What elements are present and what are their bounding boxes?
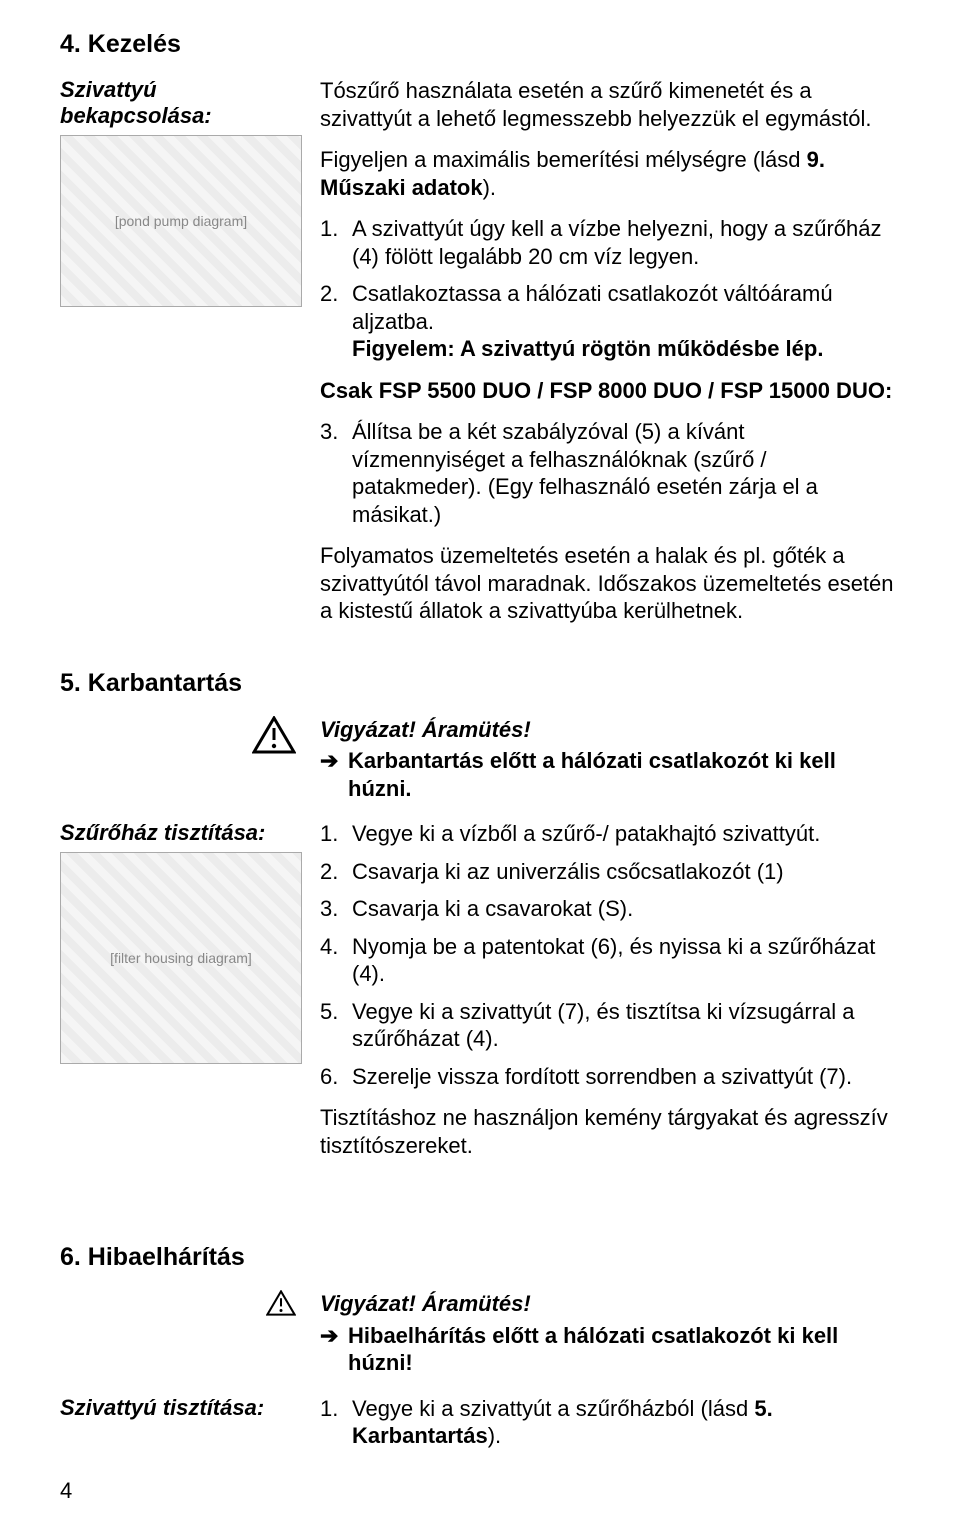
- section6-warn-iconcol: [60, 1290, 320, 1321]
- section4-after: Folyamatos üzemeltetés esetén a halak és…: [320, 542, 900, 625]
- section6-list: Vegye ki a szivattyút a szűrőházból (lás…: [320, 1395, 900, 1450]
- section4-label: Szivattyú bekapcsolása:: [60, 77, 310, 129]
- section6-li1-tail: ).: [488, 1423, 501, 1448]
- section4-leftcol: Szivattyú bekapcsolása: [pond pump diagr…: [60, 77, 320, 307]
- section5-li5: Vegye ki a szivattyút (7), és tisztítsa …: [320, 998, 900, 1053]
- section5-li3: Csavarja ki a csavarokat (S).: [320, 895, 900, 923]
- section5-list: Vegye ki a vízből a szűrő-/ patakhajtó s…: [320, 820, 900, 1090]
- section6-li1-plain: Vegye ki a szivattyút a szűrőházból (lás…: [352, 1396, 754, 1421]
- section4-li2: Csatlakoztassa a hálózati csatlakozót vá…: [320, 280, 900, 363]
- section4-li1: A szivattyút úgy kell a vízbe helyezni, …: [320, 215, 900, 270]
- section6-li1: Vegye ki a szivattyút a szűrőházból (lás…: [320, 1395, 900, 1450]
- section4-list: A szivattyút úgy kell a vízbe helyezni, …: [320, 215, 900, 363]
- section5-warn-body: Karbantartás előtt a hálózati csatlakozó…: [348, 747, 900, 802]
- warning-icon: [252, 716, 300, 759]
- section5-leftcol: Szűrőház tisztítása: [filter housing dia…: [60, 820, 320, 1064]
- section6-warn-arrowline: ➔ Hibaelhárítás előtt a hálózati csatlak…: [320, 1322, 900, 1377]
- page-number: 4: [60, 1478, 72, 1504]
- section5-row: Szűrőház tisztítása: [filter housing dia…: [60, 820, 900, 1173]
- pond-pump-diagram: [pond pump diagram]: [60, 135, 302, 307]
- section6-warn-textcol: Vigyázat! Áramütés! ➔ Hibaelhárítás előt…: [320, 1290, 900, 1387]
- pond-pump-diagram-alt: [pond pump diagram]: [115, 213, 247, 229]
- section6-warn-body: Hibaelhárítás előtt a hálózati csatlakoz…: [348, 1322, 900, 1377]
- section6-label: Szivattyú tisztítása:: [60, 1395, 310, 1421]
- section5-warn-arrowline: ➔ Karbantartás előtt a hálózati csatlako…: [320, 747, 900, 802]
- section6-row: Szivattyú tisztítása: Vegye ki a szivatt…: [60, 1395, 900, 1464]
- section5-li2: Csavarja ki az univerzális csőcsatlakozó…: [320, 858, 900, 886]
- section5-li4: Nyomja be a patentokat (6), és nyissa ki…: [320, 933, 900, 988]
- section4-row: Szivattyú bekapcsolása: [pond pump diagr…: [60, 77, 900, 639]
- gap: [60, 1203, 900, 1243]
- page: 4. Kezelés Szivattyú bekapcsolása: [pond…: [0, 0, 960, 1534]
- filter-housing-diagram-alt: [filter housing diagram]: [110, 950, 252, 966]
- section4-subhead: Csak FSP 5500 DUO / FSP 8000 DUO / FSP 1…: [320, 377, 900, 405]
- section6-warn-title: Vigyázat! Áramütés!: [320, 1290, 900, 1318]
- section5-label: Szűrőház tisztítása:: [60, 820, 310, 846]
- section4-intro2-tail: ).: [483, 175, 496, 200]
- section5-warn-title: Vigyázat! Áramütés!: [320, 716, 900, 744]
- section4-li2a: Csatlakoztassa a hálózati csatlakozót vá…: [352, 281, 833, 334]
- section5-after: Tisztításhoz ne használjon kemény tárgya…: [320, 1104, 900, 1159]
- section5-title: 5. Karbantartás: [60, 669, 900, 698]
- section6-leftcol: Szivattyú tisztítása:: [60, 1395, 320, 1421]
- section5-li1: Vegye ki a vízből a szűrő-/ patakhajtó s…: [320, 820, 900, 848]
- section6-rightcol: Vegye ki a szivattyút a szűrőházból (lás…: [320, 1395, 900, 1464]
- section4-list2: Állítsa be a két szabályzóval (5) a kívá…: [320, 418, 900, 528]
- section5-warnrow: Vigyázat! Áramütés! ➔ Karbantartás előtt…: [60, 716, 900, 813]
- section5-li6: Szerelje vissza fordított sorrendben a s…: [320, 1063, 900, 1091]
- section4-intro: Tószűrő használata esetén a szűrő kimene…: [320, 77, 900, 132]
- section5-warn-textcol: Vigyázat! Áramütés! ➔ Karbantartás előtt…: [320, 716, 900, 813]
- section6-warnrow: Vigyázat! Áramütés! ➔ Hibaelhárítás előt…: [60, 1290, 900, 1387]
- section5-warn-iconcol: [60, 716, 320, 759]
- section5-rightcol: Vegye ki a vízből a szűrő-/ patakhajtó s…: [320, 820, 900, 1173]
- section4-li2b: Figyelem: A szivattyú rögtön működésbe l…: [352, 336, 823, 361]
- section4-li3: Állítsa be a két szabályzóval (5) a kívá…: [320, 418, 900, 528]
- section4-rightcol: Tószűrő használata esetén a szűrő kimene…: [320, 77, 900, 639]
- section4-title: 4. Kezelés: [60, 30, 900, 59]
- warning-icon: [266, 1290, 300, 1321]
- arrow-icon: ➔: [320, 1322, 342, 1350]
- filter-housing-diagram: [filter housing diagram]: [60, 852, 302, 1064]
- section4-intro2: Figyeljen a maximális bemerítési mélység…: [320, 146, 900, 201]
- section6-title: 6. Hibaelhárítás: [60, 1243, 900, 1272]
- arrow-icon: ➔: [320, 747, 342, 775]
- section4-intro2-plain: Figyeljen a maximális bemerítési mélység…: [320, 147, 807, 172]
